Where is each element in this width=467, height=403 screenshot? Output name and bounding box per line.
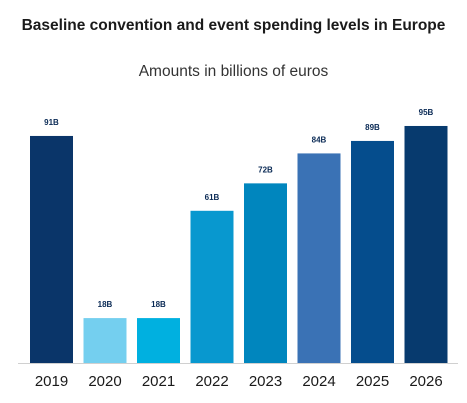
bar-2023 (244, 183, 287, 363)
x-tick-label-2021: 2021 (142, 373, 175, 390)
bar-2025 (351, 140, 394, 363)
value-label-2019: 91B (44, 118, 59, 127)
value-label-2021: 18B (151, 300, 166, 309)
value-label-2022: 61B (205, 193, 220, 202)
chart-subtitle: Amounts in billions of euros (138, 63, 329, 80)
chart-title: Baseline convention and event spending l… (21, 17, 446, 34)
x-tick-label-2024: 2024 (302, 373, 335, 390)
x-tick-labels-group: 2019 2020 2021 2022 2023 2024 2025 2026 (35, 373, 443, 390)
bar-2019 (30, 135, 73, 363)
value-label-2024: 84B (312, 135, 327, 144)
bar-2024 (297, 153, 341, 363)
value-labels-group: 91B 18B 18B 61B 72B 84B 89B 95B (44, 108, 433, 309)
x-tick-label-2020: 2020 (88, 373, 121, 390)
x-tick-label-2019: 2019 (35, 373, 68, 390)
x-tick-label-2026: 2026 (409, 373, 442, 390)
value-label-2020: 18B (98, 300, 113, 309)
value-label-2026: 95B (419, 108, 434, 117)
bar-2026 (404, 125, 448, 363)
x-tick-label-2025: 2025 (356, 373, 389, 390)
x-tick-label-2022: 2022 (195, 373, 228, 390)
value-label-2023: 72B (258, 165, 273, 174)
bar-2021 (137, 318, 180, 363)
bar-2022 (190, 210, 234, 363)
bars-group (30, 125, 448, 363)
x-tick-label-2023: 2023 (249, 373, 282, 390)
bar-2020 (83, 318, 127, 363)
value-label-2025: 89B (365, 123, 380, 132)
